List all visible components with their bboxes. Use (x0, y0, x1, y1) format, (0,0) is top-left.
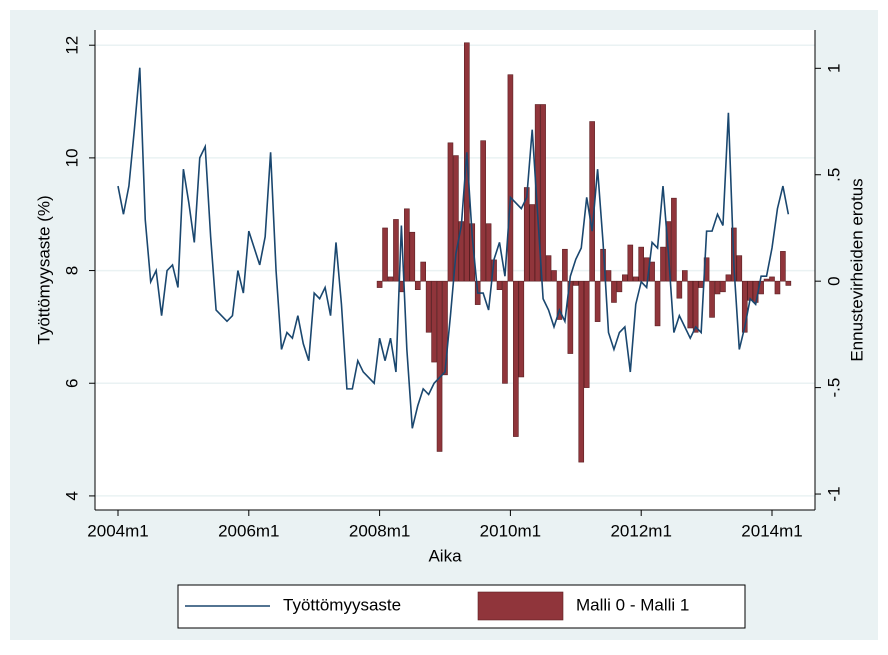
line (117, 67, 790, 429)
bar (513, 280, 519, 437)
bar (414, 280, 421, 290)
bar (485, 223, 492, 282)
bar (382, 227, 388, 282)
bar (447, 142, 454, 282)
bar (480, 140, 486, 282)
bar (496, 280, 503, 290)
bar (605, 270, 612, 282)
bar (409, 231, 416, 282)
bar (578, 280, 585, 463)
bar (425, 280, 432, 333)
bar (556, 280, 563, 320)
bar (774, 280, 781, 295)
bar (720, 280, 726, 293)
bar (534, 104, 541, 282)
legend-label: Malli 0 - Malli 1 (576, 595, 689, 614)
y-tick-label: 12 (62, 36, 81, 55)
bar (671, 197, 677, 282)
bar (529, 204, 536, 282)
y-axis-title: Työttömyysaste (%) (34, 195, 53, 344)
bar (420, 261, 427, 282)
x-tick-label: 2012m1 (610, 521, 671, 540)
bar (681, 270, 688, 282)
bar (545, 255, 552, 282)
bar (741, 280, 748, 333)
bar (572, 280, 579, 286)
legend (177, 584, 746, 629)
bar (654, 280, 661, 327)
bar (436, 280, 443, 452)
bar (431, 280, 437, 363)
legend-swatch (477, 591, 564, 621)
bar (404, 208, 410, 282)
bar (649, 261, 655, 282)
bar (709, 280, 715, 318)
bar (502, 280, 508, 384)
bar (507, 74, 514, 282)
bar (616, 280, 623, 293)
bar (611, 280, 617, 303)
bar (393, 219, 399, 282)
bar (589, 121, 595, 282)
bar (469, 223, 476, 282)
bar (660, 246, 666, 282)
x-tick-label: 2006m1 (218, 521, 279, 540)
bar (676, 280, 683, 299)
bar (632, 276, 639, 282)
x-tick-label: 2010m1 (480, 521, 541, 540)
bar (442, 280, 448, 376)
bar (780, 251, 786, 282)
bar (551, 270, 557, 282)
bar (594, 280, 601, 322)
bar (540, 104, 546, 282)
bar (692, 280, 699, 333)
bar (785, 280, 792, 286)
bar (725, 274, 732, 282)
bar (453, 155, 459, 282)
y-tick-label: 8 (62, 266, 81, 275)
bar (518, 280, 525, 378)
bar (714, 280, 721, 295)
bar (687, 280, 694, 329)
x-tick-label: 2004m1 (87, 521, 148, 540)
bar (769, 276, 775, 282)
bar (387, 276, 394, 282)
bar (638, 246, 645, 282)
y2-tick-label: -.5 (824, 378, 843, 398)
x-tick-label: 2014m1 (741, 521, 802, 540)
bar (736, 255, 743, 282)
legend-label: Työttömyysaste (283, 595, 401, 614)
y2-axis-title: Ennustevirheiden erotus (847, 178, 866, 361)
y-tick-label: 10 (62, 148, 81, 167)
y2-tick-label: .5 (824, 168, 843, 182)
y2-tick-label: 0 (824, 276, 843, 285)
bar (627, 244, 634, 282)
bar (622, 274, 628, 282)
y2-tick-label: 1 (824, 64, 843, 73)
x-axis-title: Aika (428, 546, 462, 565)
bar (583, 280, 590, 388)
bar (763, 278, 770, 282)
bar (747, 280, 754, 301)
bar (562, 248, 568, 282)
x-tick-label: 2008m1 (349, 521, 410, 540)
y-tick-label: 6 (62, 379, 81, 388)
bar (376, 280, 383, 288)
y2-tick-label: -1 (824, 486, 843, 501)
y-tick-label: 4 (62, 491, 81, 500)
